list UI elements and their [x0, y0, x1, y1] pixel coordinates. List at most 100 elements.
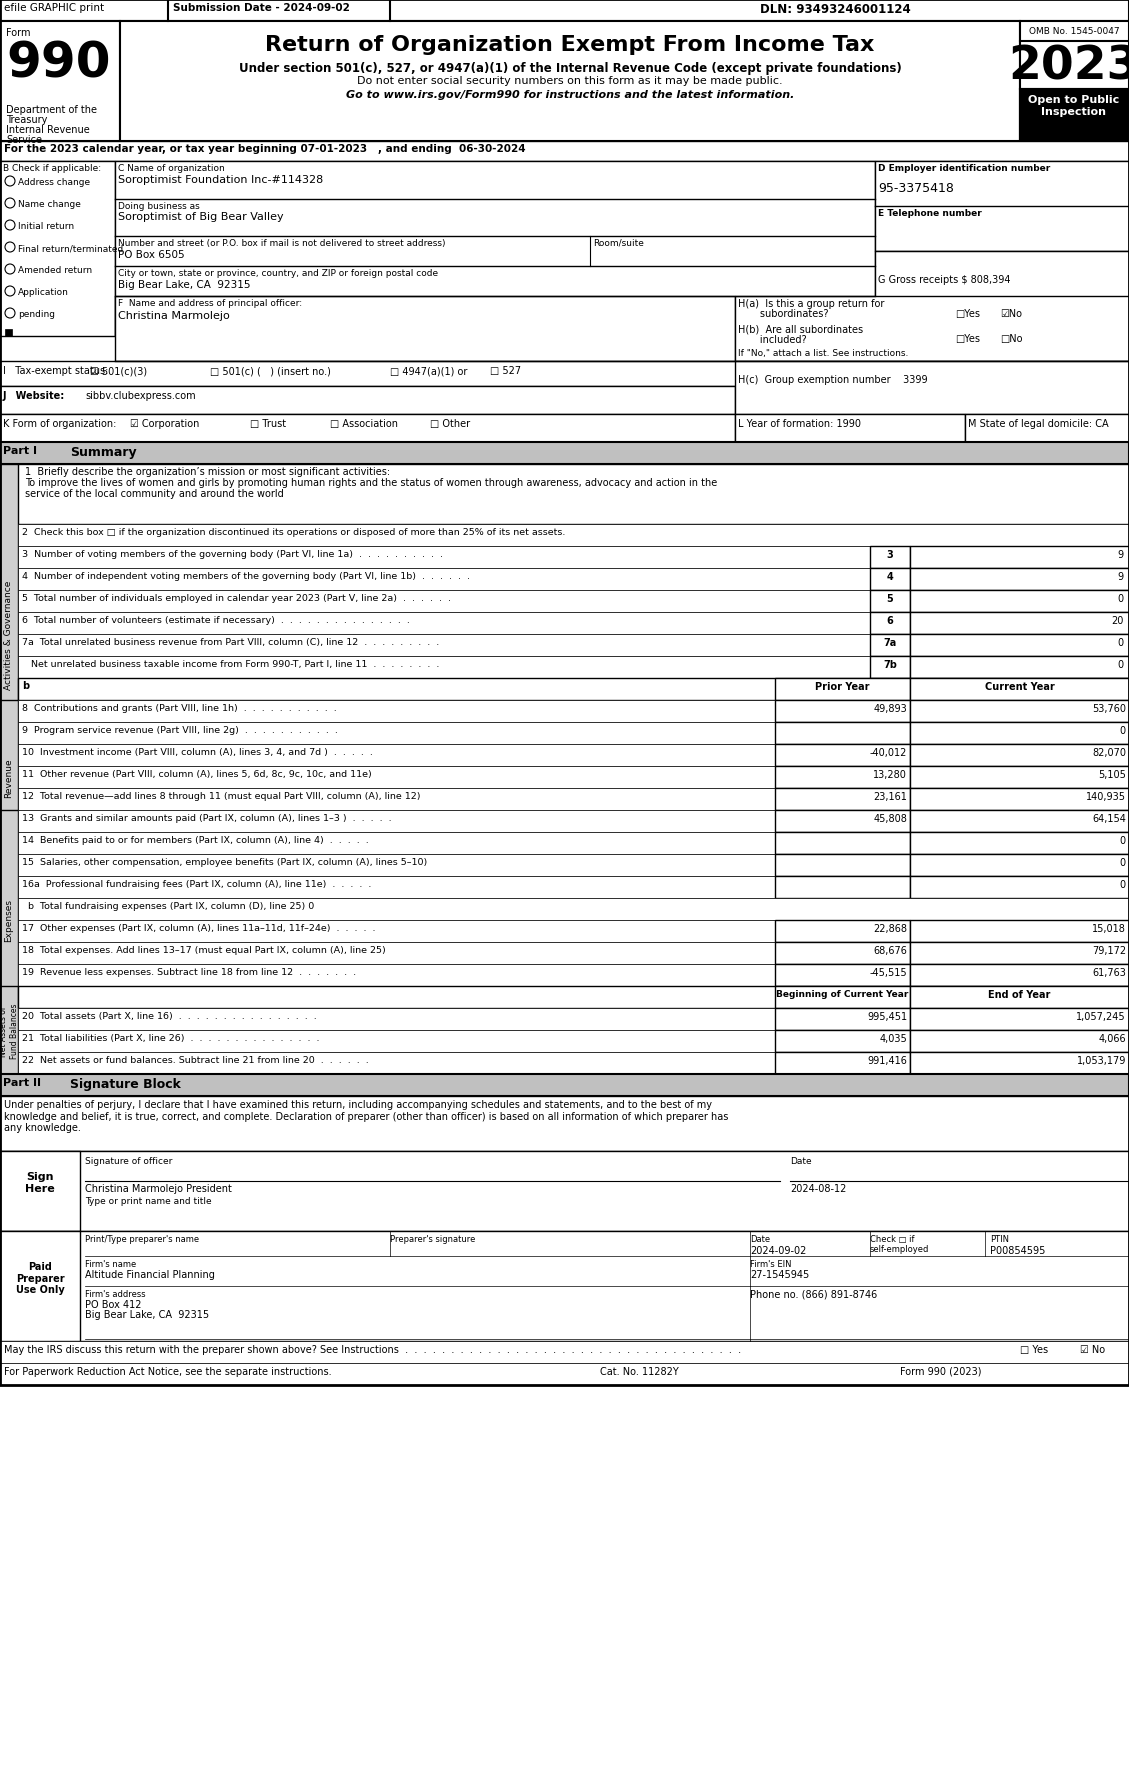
- Text: b: b: [21, 681, 29, 691]
- Text: 2023: 2023: [1008, 45, 1129, 89]
- Text: □ Other: □ Other: [430, 419, 470, 429]
- Bar: [910, 1030, 1129, 1053]
- Text: -45,515: -45,515: [869, 968, 907, 978]
- Bar: [870, 547, 910, 568]
- Bar: [115, 298, 735, 362]
- Bar: [0, 415, 735, 442]
- Text: 9  Program service revenue (Part VIII, line 2g)  .  .  .  .  .  .  .  .  .  .  .: 9 Program service revenue (Part VIII, li…: [21, 725, 338, 734]
- Bar: [965, 415, 1129, 442]
- Bar: [870, 656, 910, 679]
- Text: End of Year: End of Year: [988, 989, 1051, 1000]
- Text: Part II: Part II: [3, 1078, 41, 1087]
- Bar: [774, 679, 910, 700]
- Text: Signature of officer: Signature of officer: [85, 1157, 173, 1165]
- Text: □ Yes: □ Yes: [1019, 1344, 1048, 1354]
- Text: B Check if applicable:: B Check if applicable:: [3, 164, 102, 173]
- Bar: [18, 524, 1129, 547]
- Bar: [774, 921, 910, 943]
- Text: Big Bear Lake, CA  92315: Big Bear Lake, CA 92315: [85, 1310, 209, 1319]
- Text: 4  Number of independent voting members of the governing body (Part VI, line 1b): 4 Number of independent voting members o…: [21, 572, 470, 581]
- Text: □ 4947(a)(1) or: □ 4947(a)(1) or: [390, 365, 467, 376]
- Text: b  Total fundraising expenses (Part IX, column (D), line 25) 0: b Total fundraising expenses (Part IX, c…: [21, 902, 314, 911]
- Text: Room/suite: Room/suite: [593, 239, 644, 248]
- Text: If "No," attach a list. See instructions.: If "No," attach a list. See instructions…: [738, 349, 909, 358]
- Text: 0: 0: [1118, 638, 1124, 647]
- Text: Initial return: Initial return: [18, 223, 75, 232]
- Text: For Paperwork Reduction Act Notice, see the separate instructions.: For Paperwork Reduction Act Notice, see …: [5, 1367, 332, 1376]
- Circle shape: [5, 287, 15, 298]
- Bar: [875, 162, 1129, 251]
- Bar: [0, 442, 1129, 465]
- Bar: [0, 0, 1129, 21]
- Bar: [735, 362, 1129, 415]
- Bar: [870, 568, 910, 590]
- Text: Do not enter social security numbers on this form as it may be made public.: Do not enter social security numbers on …: [357, 77, 782, 86]
- Bar: [18, 964, 1129, 987]
- Text: Date: Date: [790, 1157, 812, 1165]
- Text: 5  Total number of individuals employed in calendar year 2023 (Part V, line 2a) : 5 Total number of individuals employed i…: [21, 593, 450, 602]
- Text: 6: 6: [886, 615, 893, 625]
- Text: 20  Total assets (Part X, line 16)  .  .  .  .  .  .  .  .  .  .  .  .  .  .  . : 20 Total assets (Part X, line 16) . . . …: [21, 1012, 317, 1021]
- Text: Sign
Here: Sign Here: [25, 1171, 55, 1192]
- Text: subordinates?: subordinates?: [738, 308, 829, 319]
- Text: 22,868: 22,868: [873, 923, 907, 934]
- Bar: [0, 1363, 1129, 1385]
- Bar: [18, 656, 1129, 679]
- Bar: [910, 811, 1129, 832]
- Text: D Employer identification number: D Employer identification number: [878, 164, 1050, 173]
- Bar: [18, 877, 1129, 898]
- Text: 53,760: 53,760: [1092, 704, 1126, 713]
- Text: 140,935: 140,935: [1086, 791, 1126, 802]
- Text: H(c)  Group exemption number    3399: H(c) Group exemption number 3399: [738, 374, 928, 385]
- Text: 3  Number of voting members of the governing body (Part VI, line 1a)  .  .  .  .: 3 Number of voting members of the govern…: [21, 549, 443, 560]
- Text: PO Box 412: PO Box 412: [85, 1299, 141, 1310]
- Bar: [0, 21, 120, 143]
- Circle shape: [5, 308, 15, 319]
- Text: Final return/terminated: Final return/terminated: [18, 244, 123, 253]
- Text: Form 990 (2023): Form 990 (2023): [900, 1367, 981, 1376]
- Bar: [18, 921, 1129, 943]
- Text: To improve the lives of women and girls by promoting human rights and the status: To improve the lives of women and girls …: [25, 478, 717, 488]
- Text: F  Name and address of principal officer:: F Name and address of principal officer:: [119, 299, 303, 308]
- Text: 9: 9: [1118, 549, 1124, 560]
- Text: Net unrelated business taxable income from Form 990-T, Part I, line 11  .  .  . : Net unrelated business taxable income fr…: [21, 659, 439, 668]
- Text: 79,172: 79,172: [1092, 946, 1126, 955]
- Text: Name change: Name change: [18, 200, 81, 208]
- Text: Prior Year: Prior Year: [815, 683, 869, 691]
- Text: Form: Form: [6, 29, 30, 37]
- Bar: [18, 898, 1129, 921]
- Text: M State of legal domicile: CA: M State of legal domicile: CA: [968, 419, 1109, 429]
- Bar: [0, 387, 735, 415]
- Bar: [910, 943, 1129, 964]
- Text: 4,066: 4,066: [1099, 1034, 1126, 1044]
- Text: Soroptimist of Big Bear Valley: Soroptimist of Big Bear Valley: [119, 212, 283, 223]
- Text: 4: 4: [886, 572, 893, 581]
- Circle shape: [5, 200, 15, 208]
- Bar: [18, 613, 1129, 634]
- Text: Date: Date: [750, 1235, 770, 1244]
- Circle shape: [5, 242, 15, 253]
- Text: P00854595: P00854595: [990, 1246, 1045, 1255]
- Text: 6  Total number of volunteers (estimate if necessary)  .  .  .  .  .  .  .  .  .: 6 Total number of volunteers (estimate i…: [21, 615, 410, 625]
- Text: PO Box 6505: PO Box 6505: [119, 249, 185, 260]
- Bar: [18, 547, 1129, 568]
- Text: 991,416: 991,416: [867, 1055, 907, 1066]
- Bar: [0, 1231, 1129, 1342]
- Bar: [735, 298, 1129, 362]
- Bar: [910, 987, 1129, 1009]
- Bar: [18, 832, 1129, 855]
- Text: 0: 0: [1118, 593, 1124, 604]
- Bar: [0, 162, 115, 337]
- Text: OMB No. 1545-0047: OMB No. 1545-0047: [1029, 27, 1119, 36]
- Bar: [18, 745, 1129, 766]
- Text: 20: 20: [1112, 615, 1124, 625]
- Bar: [910, 855, 1129, 877]
- Bar: [910, 722, 1129, 745]
- Text: Print/Type preparer's name: Print/Type preparer's name: [85, 1235, 199, 1244]
- Text: 13  Grants and similar amounts paid (Part IX, column (A), lines 1–3 )  .  .  .  : 13 Grants and similar amounts paid (Part…: [21, 814, 392, 823]
- Bar: [0, 1151, 1129, 1231]
- Text: Under penalties of perjury, I declare that I have examined this return, includin: Under penalties of perjury, I declare th…: [5, 1099, 728, 1133]
- Text: 0: 0: [1120, 836, 1126, 845]
- Bar: [774, 766, 910, 789]
- Text: 990: 990: [6, 39, 111, 87]
